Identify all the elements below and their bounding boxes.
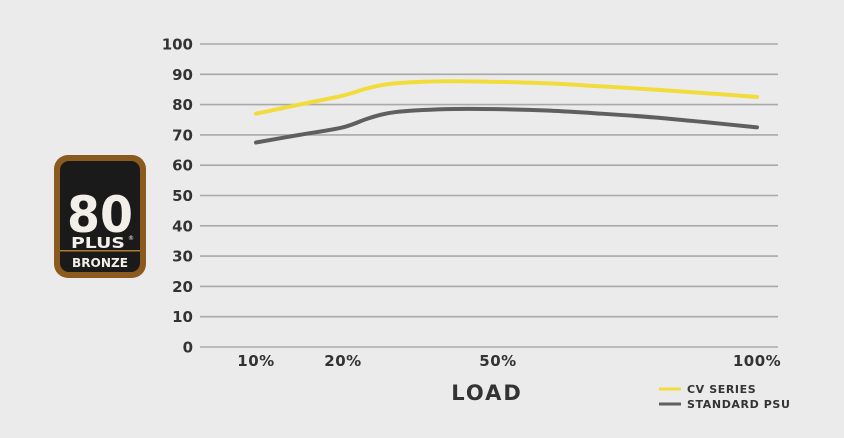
badge-tier: BRONZE [72,256,128,270]
y-tick-label: 20 [172,278,193,296]
80-plus-bronze-logo: 80 PLUS ® BRONZE [54,155,146,278]
y-tick-label: 70 [172,126,193,144]
y-tick-labels: 0 10 20 30 40 50 60 70 80 90 100 [162,36,193,357]
y-tick-label: 30 [172,248,193,266]
y-tick-label: 0 [183,339,193,357]
legend-label-cv-series: CV SERIES [687,383,756,396]
x-tick-label: 100% [733,352,781,370]
gridlines [200,43,778,348]
x-tick-labels: 10% 20% 50% 100% [237,352,781,370]
x-tick-label: 50% [479,352,516,370]
badge-divider [60,250,140,252]
badge-number: 80 [67,186,133,244]
badge-registered-mark: ® [128,235,134,242]
badge-plus: PLUS [71,234,125,252]
y-tick-label: 10 [172,308,193,326]
legend-label-standard-psu: STANDARD PSU [687,398,790,411]
y-tick-label: 40 [172,217,193,235]
y-tick-label: 60 [172,157,193,175]
series-lines [254,79,759,145]
y-tick-label: 90 [172,66,193,84]
badge-inner-panel [60,161,140,272]
x-axis-label: LOAD [451,381,523,405]
series-line-cv-series [254,79,759,116]
y-tick-label: 100 [162,36,193,54]
x-tick-label: 10% [237,352,274,370]
y-tick-label: 80 [172,96,193,114]
x-tick-label: 20% [324,352,361,370]
legend: CV SERIES STANDARD PSU [659,383,790,411]
y-tick-label: 50 [172,187,193,205]
series-line-standard-psu [254,106,759,145]
